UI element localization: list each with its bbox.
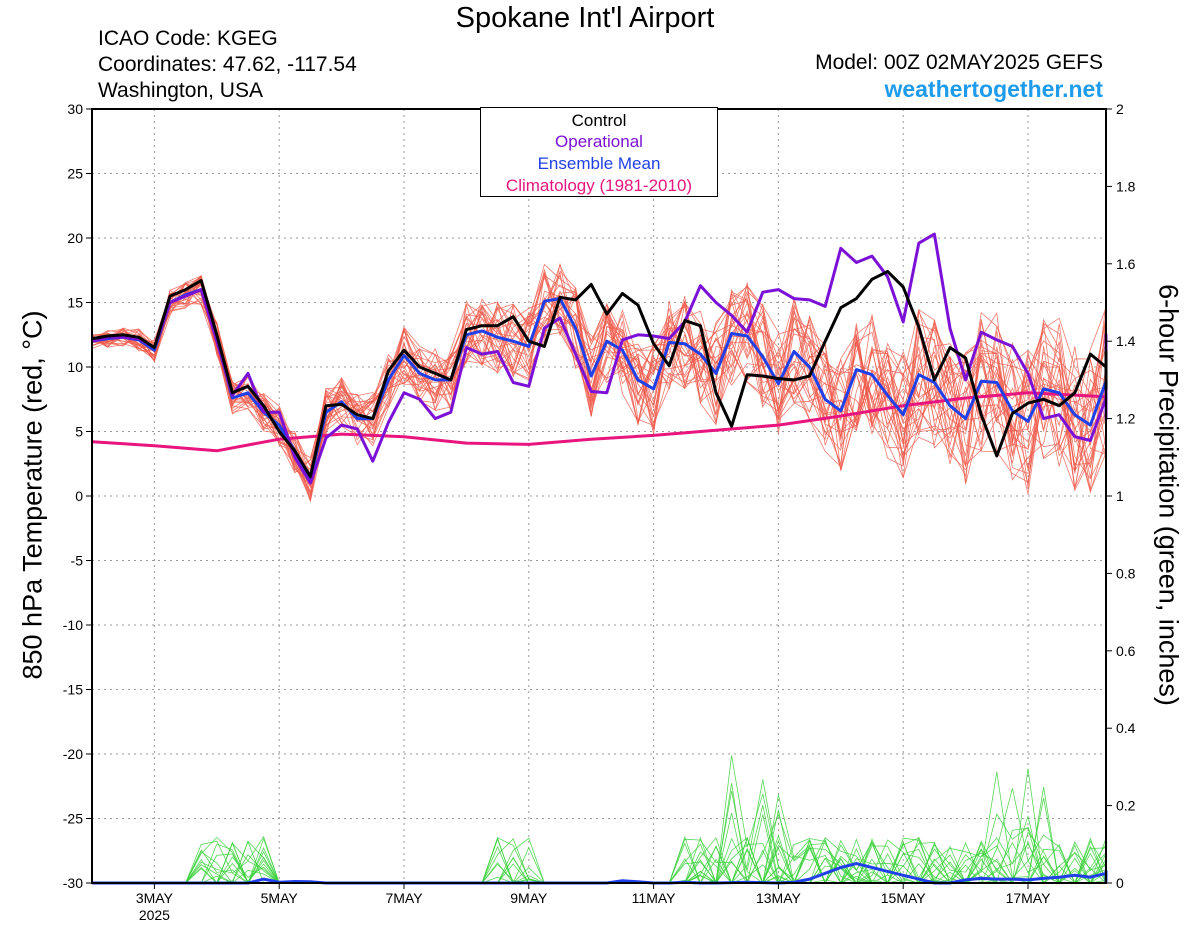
ensemble-temp-member [91,268,1107,489]
legend-operational: Operational [555,132,643,151]
legend-ensemble-mean: Ensemble Mean [537,154,661,173]
ensemble-temp-member [91,289,1107,498]
x-tick-label: 3MAY [136,890,174,906]
ensemble-temp-member [91,264,1107,484]
ensemble-precip-member [92,783,1107,885]
y2-tick-label: 0.4 [1116,720,1136,736]
icao-code: ICAO Code: KGEG [98,27,278,50]
ensemble-temp-member [91,290,1107,487]
x-tick-sublabel: 2025 [139,907,170,923]
series-control [91,270,1108,479]
coordinates: Coordinates: 47.62, -117.54 [98,53,357,76]
y-axis-left-label: 850 hPa Temperature (red, °C) [17,310,48,680]
y-tick-label: -25 [63,811,83,827]
y2-tick-label: 1.8 [1116,178,1136,194]
ensemble-precip-member [92,786,1107,884]
y2-tick-label: 1 [1116,488,1124,504]
location: Washington, USA [98,79,263,102]
y-tick-label: 25 [67,166,83,182]
y-tick-label: 10 [67,359,83,375]
y-tick-label: 5 [75,424,83,440]
ensemble-precip-member [92,805,1106,885]
y-tick-label: 15 [67,295,83,311]
ensemble-precip-member [92,768,1106,884]
y-tick-label: -20 [63,746,83,762]
ensemble-temp-member [91,274,1107,474]
ensemble-precip-members [92,755,1107,885]
ensemble-precip-member [92,771,1107,885]
ensemble-temp-member [91,275,1107,477]
x-tick-label: 13MAY [756,890,802,906]
y-tick-label: -15 [63,682,83,698]
y-tick-label: -5 [71,553,84,569]
right-axis: 2 1.8 1.6 1.4 1.2 1 0.8 0.6 0.4 0.2 0 [1106,101,1136,891]
x-tick-label: 9MAY [510,890,548,906]
grid-lines [92,109,1106,883]
x-tick-label: 7MAY [385,890,423,906]
y-tick-label: -30 [63,875,83,891]
y2-tick-label: 1.6 [1116,256,1136,272]
ensemble-temp-member [91,274,1107,493]
y2-tick-label: 1.4 [1116,333,1136,349]
x-tick-label: 15MAY [881,890,927,906]
x-tick-label: 11MAY [632,890,676,906]
y2-tick-label: 0 [1116,875,1124,891]
model-run: Model: 00Z 02MAY2025 GEFS [815,51,1103,74]
y2-tick-label: 0.8 [1116,565,1136,581]
y-tick-label: 30 [67,101,83,117]
y2-tick-label: 1.2 [1116,411,1136,427]
plot-frame [91,108,1107,884]
y2-tick-label: 0.2 [1116,798,1136,814]
y2-tick-label: 2 [1116,101,1124,117]
ensemble-precip-member [92,755,1107,885]
y2-tick-label: 0.6 [1116,643,1136,659]
left-axis: 30 25 20 15 10 5 0 -5 -10 -15 -20 -25 -30 [63,101,92,891]
y-tick-label: -10 [63,617,83,633]
x-tick-label: 5MAY [261,890,299,906]
y-axis-right-label: 6-hour Precipitation (green, inches) [1153,284,1184,706]
site-link[interactable]: weathertogether.net [884,76,1103,102]
legend-control: Control [571,111,627,130]
legend-climatology: Climatology (1981-2010) [505,176,693,195]
legend: Control Operational Ensemble Mean Climat… [480,107,718,197]
y-tick-label: 0 [75,488,83,504]
series-climatology-1981-2010 [91,391,1107,453]
chart-title: Spokane Int'l Airport [455,2,715,34]
ensemble-temp-member [91,278,1107,489]
x-tick-label: 17MAY [1006,890,1052,906]
y-tick-label: 20 [67,230,83,246]
